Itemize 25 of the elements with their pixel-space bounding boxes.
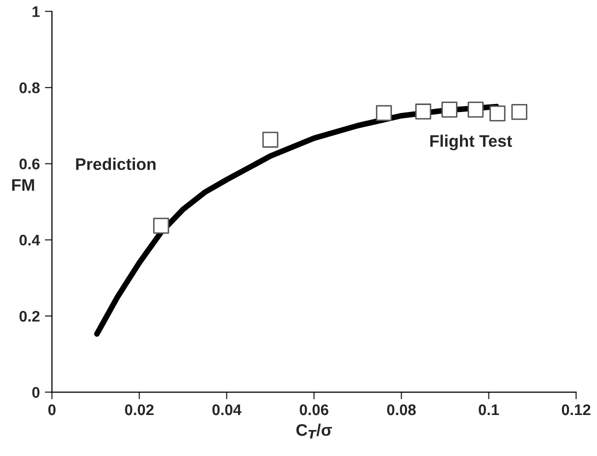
- x-tick-label: 0.08: [387, 404, 416, 416]
- point: [376, 105, 392, 122]
- x-tick-label: 0.1: [478, 404, 499, 416]
- point: [153, 218, 170, 234]
- point: [511, 104, 528, 120]
- y-tick-label: 0.4: [20, 234, 40, 246]
- x-tick-label: 0.12: [562, 404, 590, 416]
- y-tick-label: 1: [32, 6, 40, 17]
- y-tick-label: 0.8: [20, 82, 40, 94]
- point: [415, 104, 432, 120]
- point: [262, 132, 278, 148]
- x-tick-label: 0: [48, 404, 56, 416]
- text: Prediction: [76, 158, 156, 170]
- point: [468, 102, 484, 118]
- x-tick-label: 0.06: [300, 404, 328, 416]
- y-tick-label: 0.6: [20, 158, 40, 170]
- y-tick-label: 0.2: [20, 310, 40, 322]
- y-axis-title: FM: [12, 179, 34, 191]
- x-tick-label: 0.02: [125, 404, 154, 416]
- point: [490, 105, 506, 122]
- y-tick-label: 0: [32, 387, 40, 398]
- point: [441, 102, 458, 118]
- series-label: Flight Test: [430, 134, 512, 150]
- x-tick-label: 0.04: [212, 404, 242, 416]
- x-axis-title: C$_{T}$/σ: [296, 424, 332, 438]
